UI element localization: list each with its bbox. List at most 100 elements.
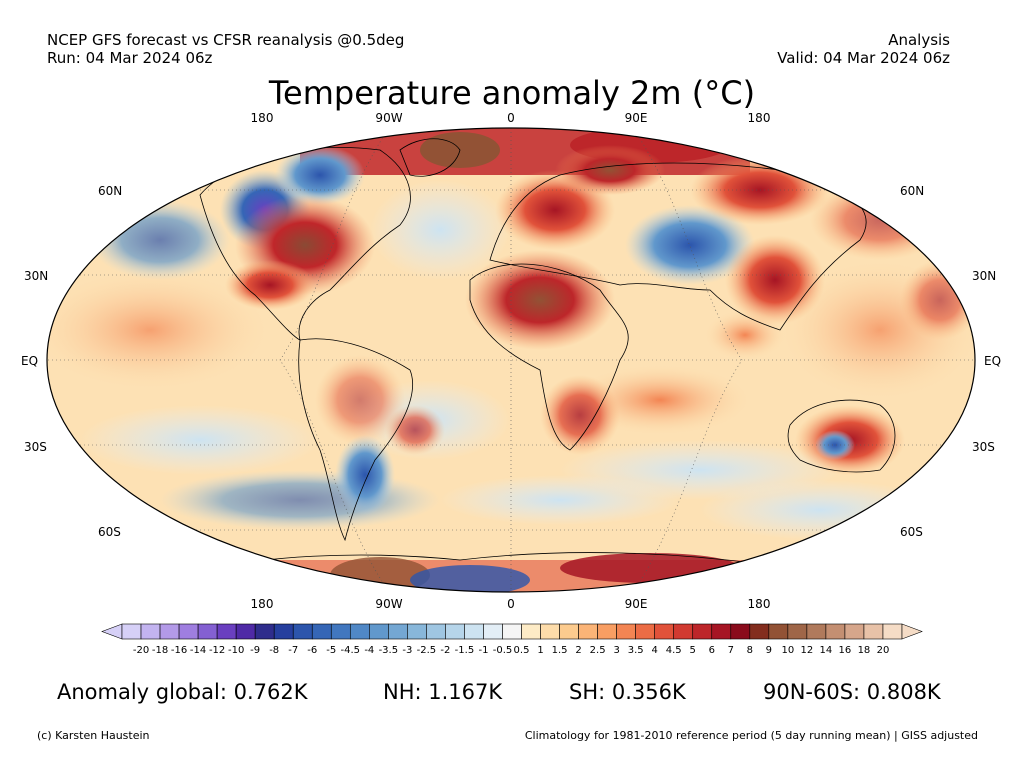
colorbar-tick-label: -3 — [402, 645, 413, 656]
colorbar-tick-label: 5 — [689, 645, 696, 656]
colorbar-swatch — [159, 623, 180, 640]
header-left: NCEP GFS forecast vs CFSR reanalysis @0.… — [47, 31, 404, 67]
colorbar-swatch — [749, 623, 770, 640]
lat-label-left: 60N — [98, 184, 123, 198]
lat-label-right: 60S — [900, 525, 923, 539]
colorbar-tick-label: 14 — [819, 645, 833, 656]
colorbar-swatch — [863, 623, 884, 640]
graticule — [47, 128, 975, 592]
colorbar-swatch — [882, 623, 903, 640]
lon-label-top: 90W — [375, 111, 403, 125]
colorbar-tick-label: 4.5 — [665, 645, 682, 656]
valid-text: Valid: 04 Mar 2024 06z — [777, 49, 950, 67]
lon-label-bottom: 90W — [375, 597, 403, 611]
lat-label-right: EQ — [984, 354, 1002, 368]
page-title: Temperature anomaly 2m (°C) — [268, 74, 756, 112]
colorbar-swatch — [197, 623, 218, 640]
colorbar-tick-label: 10 — [781, 645, 795, 656]
colorbar-swatch — [311, 623, 332, 640]
source-text: NCEP GFS forecast vs CFSR reanalysis @0.… — [47, 31, 405, 49]
lon-label-bottom: 180 — [250, 597, 274, 611]
lon-label-top: 0 — [507, 111, 515, 125]
lon-label-bottom: 180 — [747, 597, 771, 611]
colorbar-swatch — [825, 623, 846, 640]
colorbar-swatch — [445, 623, 465, 640]
colorbar-swatch — [349, 623, 370, 640]
colorbar-swatch — [597, 623, 617, 640]
map-border — [46, 127, 976, 593]
colorbar-tick-label: 0.5 — [513, 645, 530, 656]
colorbar-tick-label: -16 — [170, 645, 188, 656]
colorbar-tick-label: -12 — [208, 645, 226, 656]
map-field — [47, 128, 975, 592]
colorbar-tick-label: -4 — [364, 645, 375, 656]
colorbar-tick-label: 18 — [857, 645, 871, 656]
colorbar-tick-label: -6 — [307, 645, 318, 656]
lon-label-top: 90E — [624, 111, 648, 125]
colorbar-swatch — [235, 623, 256, 640]
lon-label-bottom: 0 — [507, 597, 515, 611]
colorbar-swatch — [730, 623, 751, 640]
colorbar-swatch — [426, 623, 446, 640]
colorbar-swatch — [178, 623, 199, 640]
colorbar-tick-label: -8 — [269, 645, 280, 656]
colorbar-tick-label: -14 — [189, 645, 207, 656]
run-text: Run: 04 Mar 2024 06z — [47, 49, 213, 67]
colorbar-tick-label: 20 — [876, 645, 890, 656]
colorbar-swatch — [502, 623, 522, 640]
colorbar-swatch — [121, 623, 142, 640]
stat-arctic: 90N-60S: 0.808K — [763, 680, 941, 704]
colorbar-swatch — [292, 623, 313, 640]
colorbar-swatch — [388, 623, 408, 640]
colorbar-swatch — [692, 623, 713, 640]
colorbar-tick-label: 3.5 — [627, 645, 644, 656]
colorbar-tick-label: -18 — [151, 645, 169, 656]
lat-label-right: 60N — [900, 184, 925, 198]
colorbar-swatch — [673, 623, 694, 640]
colorbar-swatch — [787, 623, 808, 640]
climatology-note: Climatology for 1981-2010 reference peri… — [524, 729, 978, 742]
colorbar-tick-label: -7 — [288, 645, 299, 656]
colorbar-swatch — [540, 623, 560, 640]
colorbar-swatch — [369, 623, 389, 640]
colorbar-tick-label: 1.5 — [551, 645, 568, 656]
colorbar-tick-label: 4 — [651, 645, 658, 656]
colorbar-swatch — [806, 623, 827, 640]
credit-text: (c) Karsten Haustein — [37, 729, 150, 742]
colorbar-tick-label: -4.5 — [340, 645, 361, 656]
lat-label-right: 30S — [972, 440, 995, 454]
colorbar-tick-label: 7 — [727, 645, 734, 656]
colorbar-tick-label: -2.5 — [416, 645, 437, 656]
colorbar-tick-label: 3 — [613, 645, 620, 656]
colorbar-swatch — [711, 623, 732, 640]
colorbar-tick-label: 16 — [838, 645, 852, 656]
colorbar-tick-label: -3.5 — [378, 645, 399, 656]
stat-sh: SH: 0.356K — [569, 680, 686, 704]
colorbar-swatch — [521, 623, 541, 640]
lon-label-top: 180 — [250, 111, 274, 125]
colorbar-swatch — [844, 623, 865, 640]
colorbar-tick-label: -2 — [440, 645, 451, 656]
colorbar-swatch — [578, 623, 598, 640]
colorbar-swatch — [635, 623, 655, 640]
colorbar-tick-label: 1 — [537, 645, 544, 656]
colorbar-tick-label: -20 — [132, 645, 150, 656]
colorbar-swatch — [559, 623, 579, 640]
header-right: Analysis Valid: 04 Mar 2024 06z — [777, 31, 950, 67]
colorbar-swatch — [483, 623, 503, 640]
colorbar-swatch — [273, 623, 294, 640]
stat-nh: NH: 1.167K — [383, 680, 503, 704]
colorbar-tick-label: 8 — [746, 645, 753, 656]
mode-text: Analysis — [888, 31, 950, 49]
colorbar-swatch — [654, 623, 675, 640]
colorbar-swatch — [330, 623, 351, 640]
colorbar-tick-label: -1.5 — [454, 645, 475, 656]
lat-label-left: 30S — [24, 440, 47, 454]
colorbar-arrow-low — [101, 623, 123, 640]
colorbar-swatch — [616, 623, 636, 640]
colorbar-tick-label: 12 — [800, 645, 814, 656]
lon-label-bottom: 90E — [624, 597, 648, 611]
colorbar-tick-label: -5 — [326, 645, 337, 656]
